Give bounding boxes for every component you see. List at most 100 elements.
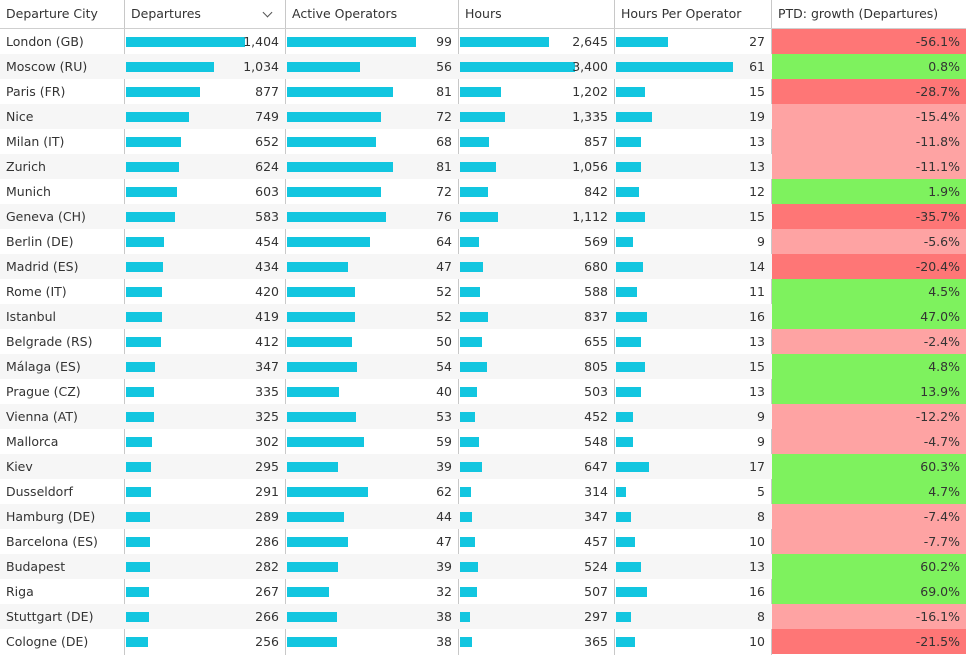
table-row[interactable]: Munich 603 72 842 12 1.9% xyxy=(0,179,966,204)
value-active-operators: 40 xyxy=(436,384,452,399)
cell-hours-per-operator: 15 xyxy=(615,79,771,104)
bar-active-operators xyxy=(287,587,329,597)
bar-active-operators xyxy=(287,412,356,422)
bar-departures xyxy=(126,287,162,297)
bar-departures xyxy=(126,262,163,272)
cell-hours-per-operator: 13 xyxy=(615,554,771,579)
cell-hours: 680 xyxy=(459,254,614,279)
value-hours-per-operator: 15 xyxy=(749,84,765,99)
table-row[interactable]: Madrid (ES) 434 47 680 14 -20.4% xyxy=(0,254,966,279)
cell-active-operators: 68 xyxy=(286,129,458,154)
cell-departures: 286 xyxy=(125,529,285,554)
table-row[interactable]: Málaga (ES) 347 54 805 15 4.8% xyxy=(0,354,966,379)
table-row[interactable]: Mallorca 302 59 548 9 -4.7% xyxy=(0,429,966,454)
table-row[interactable]: Belgrade (RS) 412 50 655 13 -2.4% xyxy=(0,329,966,354)
bar-departures xyxy=(126,637,148,647)
bar-hours xyxy=(460,262,483,272)
cell-hours: 503 xyxy=(459,379,614,404)
cell-active-operators: 81 xyxy=(286,154,458,179)
column-header-departure-city[interactable]: Departure City xyxy=(6,6,98,21)
value-hours: 507 xyxy=(584,584,608,599)
bar-hours-per-operator xyxy=(616,287,637,297)
chevron-down-icon[interactable] xyxy=(262,7,273,18)
table-row[interactable]: Istanbul 419 52 837 16 47.0% xyxy=(0,304,966,329)
column-header-departures[interactable]: Departures xyxy=(125,0,285,28)
table-row[interactable]: Rome (IT) 420 52 588 11 4.5% xyxy=(0,279,966,304)
table-row[interactable]: Prague (CZ) 335 40 503 13 13.9% xyxy=(0,379,966,404)
value-hours-per-operator: 13 xyxy=(749,159,765,174)
table-row[interactable]: Barcelona (ES) 286 47 457 10 -7.7% xyxy=(0,529,966,554)
table-row[interactable]: Vienna (AT) 325 53 452 9 -12.2% xyxy=(0,404,966,429)
cell-active-operators: 47 xyxy=(286,529,458,554)
value-hours: 503 xyxy=(584,384,608,399)
value-departures: 282 xyxy=(255,559,279,574)
cell-departure-city: Nice xyxy=(6,109,34,124)
value-hours-per-operator: 13 xyxy=(749,134,765,149)
value-active-operators: 47 xyxy=(436,259,452,274)
bar-departures xyxy=(126,62,214,72)
cell-hours: 837 xyxy=(459,304,614,329)
value-hours: 524 xyxy=(584,559,608,574)
bar-hours xyxy=(460,337,482,347)
cell-hours-per-operator: 9 xyxy=(615,429,771,454)
table-row[interactable]: Paris (FR) 877 81 1,202 15 -28.7% xyxy=(0,79,966,104)
value-active-operators: 76 xyxy=(436,209,452,224)
table-row[interactable]: Moscow (RU) 1,034 56 3,400 61 0.8% xyxy=(0,54,966,79)
cell-ptd-growth: -20.4% xyxy=(772,254,966,279)
cell-active-operators: 99 xyxy=(286,29,458,54)
cell-departure-city: Berlin (DE) xyxy=(6,234,74,249)
cell-active-operators: 38 xyxy=(286,629,458,654)
value-hours: 548 xyxy=(584,434,608,449)
value-departures: 419 xyxy=(255,309,279,324)
table-row[interactable]: Cologne (DE) 256 38 365 10 -21.5% xyxy=(0,629,966,654)
value-hours: 588 xyxy=(584,284,608,299)
value-hours-per-operator: 8 xyxy=(757,609,765,624)
cell-ptd-growth: 0.8% xyxy=(772,54,966,79)
value-active-operators: 54 xyxy=(436,359,452,374)
bar-departures xyxy=(126,487,151,497)
value-hours: 842 xyxy=(584,184,608,199)
table-row[interactable]: Budapest 282 39 524 13 60.2% xyxy=(0,554,966,579)
column-header-hours[interactable]: Hours xyxy=(465,6,502,21)
cell-active-operators: 44 xyxy=(286,504,458,529)
cell-departures: 454 xyxy=(125,229,285,254)
bar-departures xyxy=(126,462,151,472)
column-header-ptd-growth[interactable]: PTD: growth (Departures) xyxy=(778,6,939,21)
table-row[interactable]: Stuttgart (DE) 266 38 297 8 -16.1% xyxy=(0,604,966,629)
cell-departures: 282 xyxy=(125,554,285,579)
cell-departure-city: Dusseldorf xyxy=(6,484,73,499)
table-row[interactable]: Zurich 624 81 1,056 13 -11.1% xyxy=(0,154,966,179)
table-row[interactable]: London (GB) 1,404 99 2,645 27 -56.1% xyxy=(0,29,966,54)
cell-departures: 266 xyxy=(125,604,285,629)
cell-departures: 624 xyxy=(125,154,285,179)
column-header-active-operators[interactable]: Active Operators xyxy=(292,6,398,21)
table-row[interactable]: Kiev 295 39 647 17 60.3% xyxy=(0,454,966,479)
table-row[interactable]: Nice 749 72 1,335 19 -15.4% xyxy=(0,104,966,129)
value-hours-per-operator: 12 xyxy=(749,184,765,199)
bar-departures xyxy=(126,337,161,347)
cell-hours: 2,645 xyxy=(459,29,614,54)
value-departures: 454 xyxy=(255,234,279,249)
cell-departure-city: Kiev xyxy=(6,459,33,474)
cell-departure-city: Istanbul xyxy=(6,309,57,324)
cell-active-operators: 38 xyxy=(286,604,458,629)
table-row[interactable]: Hamburg (DE) 289 44 347 8 -7.4% xyxy=(0,504,966,529)
value-departures: 877 xyxy=(255,84,279,99)
bar-active-operators xyxy=(287,362,357,372)
cell-departure-city: Riga xyxy=(6,584,34,599)
table-row[interactable]: Dusseldorf 291 62 314 5 4.7% xyxy=(0,479,966,504)
cell-hours-per-operator: 16 xyxy=(615,304,771,329)
column-header-hours-per-operator[interactable]: Hours Per Operator xyxy=(621,6,742,21)
value-departures: 325 xyxy=(255,409,279,424)
table-row[interactable]: Milan (IT) 652 68 857 13 -11.8% xyxy=(0,129,966,154)
table-row[interactable]: Riga 267 32 507 16 69.0% xyxy=(0,579,966,604)
bar-active-operators xyxy=(287,437,364,447)
bar-active-operators xyxy=(287,62,360,72)
bar-active-operators xyxy=(287,212,386,222)
value-active-operators: 53 xyxy=(436,409,452,424)
cell-hours: 655 xyxy=(459,329,614,354)
table-row[interactable]: Berlin (DE) 454 64 569 9 -5.6% xyxy=(0,229,966,254)
cell-hours: 842 xyxy=(459,179,614,204)
cell-departure-city: Rome (IT) xyxy=(6,284,67,299)
table-row[interactable]: Geneva (CH) 583 76 1,112 15 -35.7% xyxy=(0,204,966,229)
